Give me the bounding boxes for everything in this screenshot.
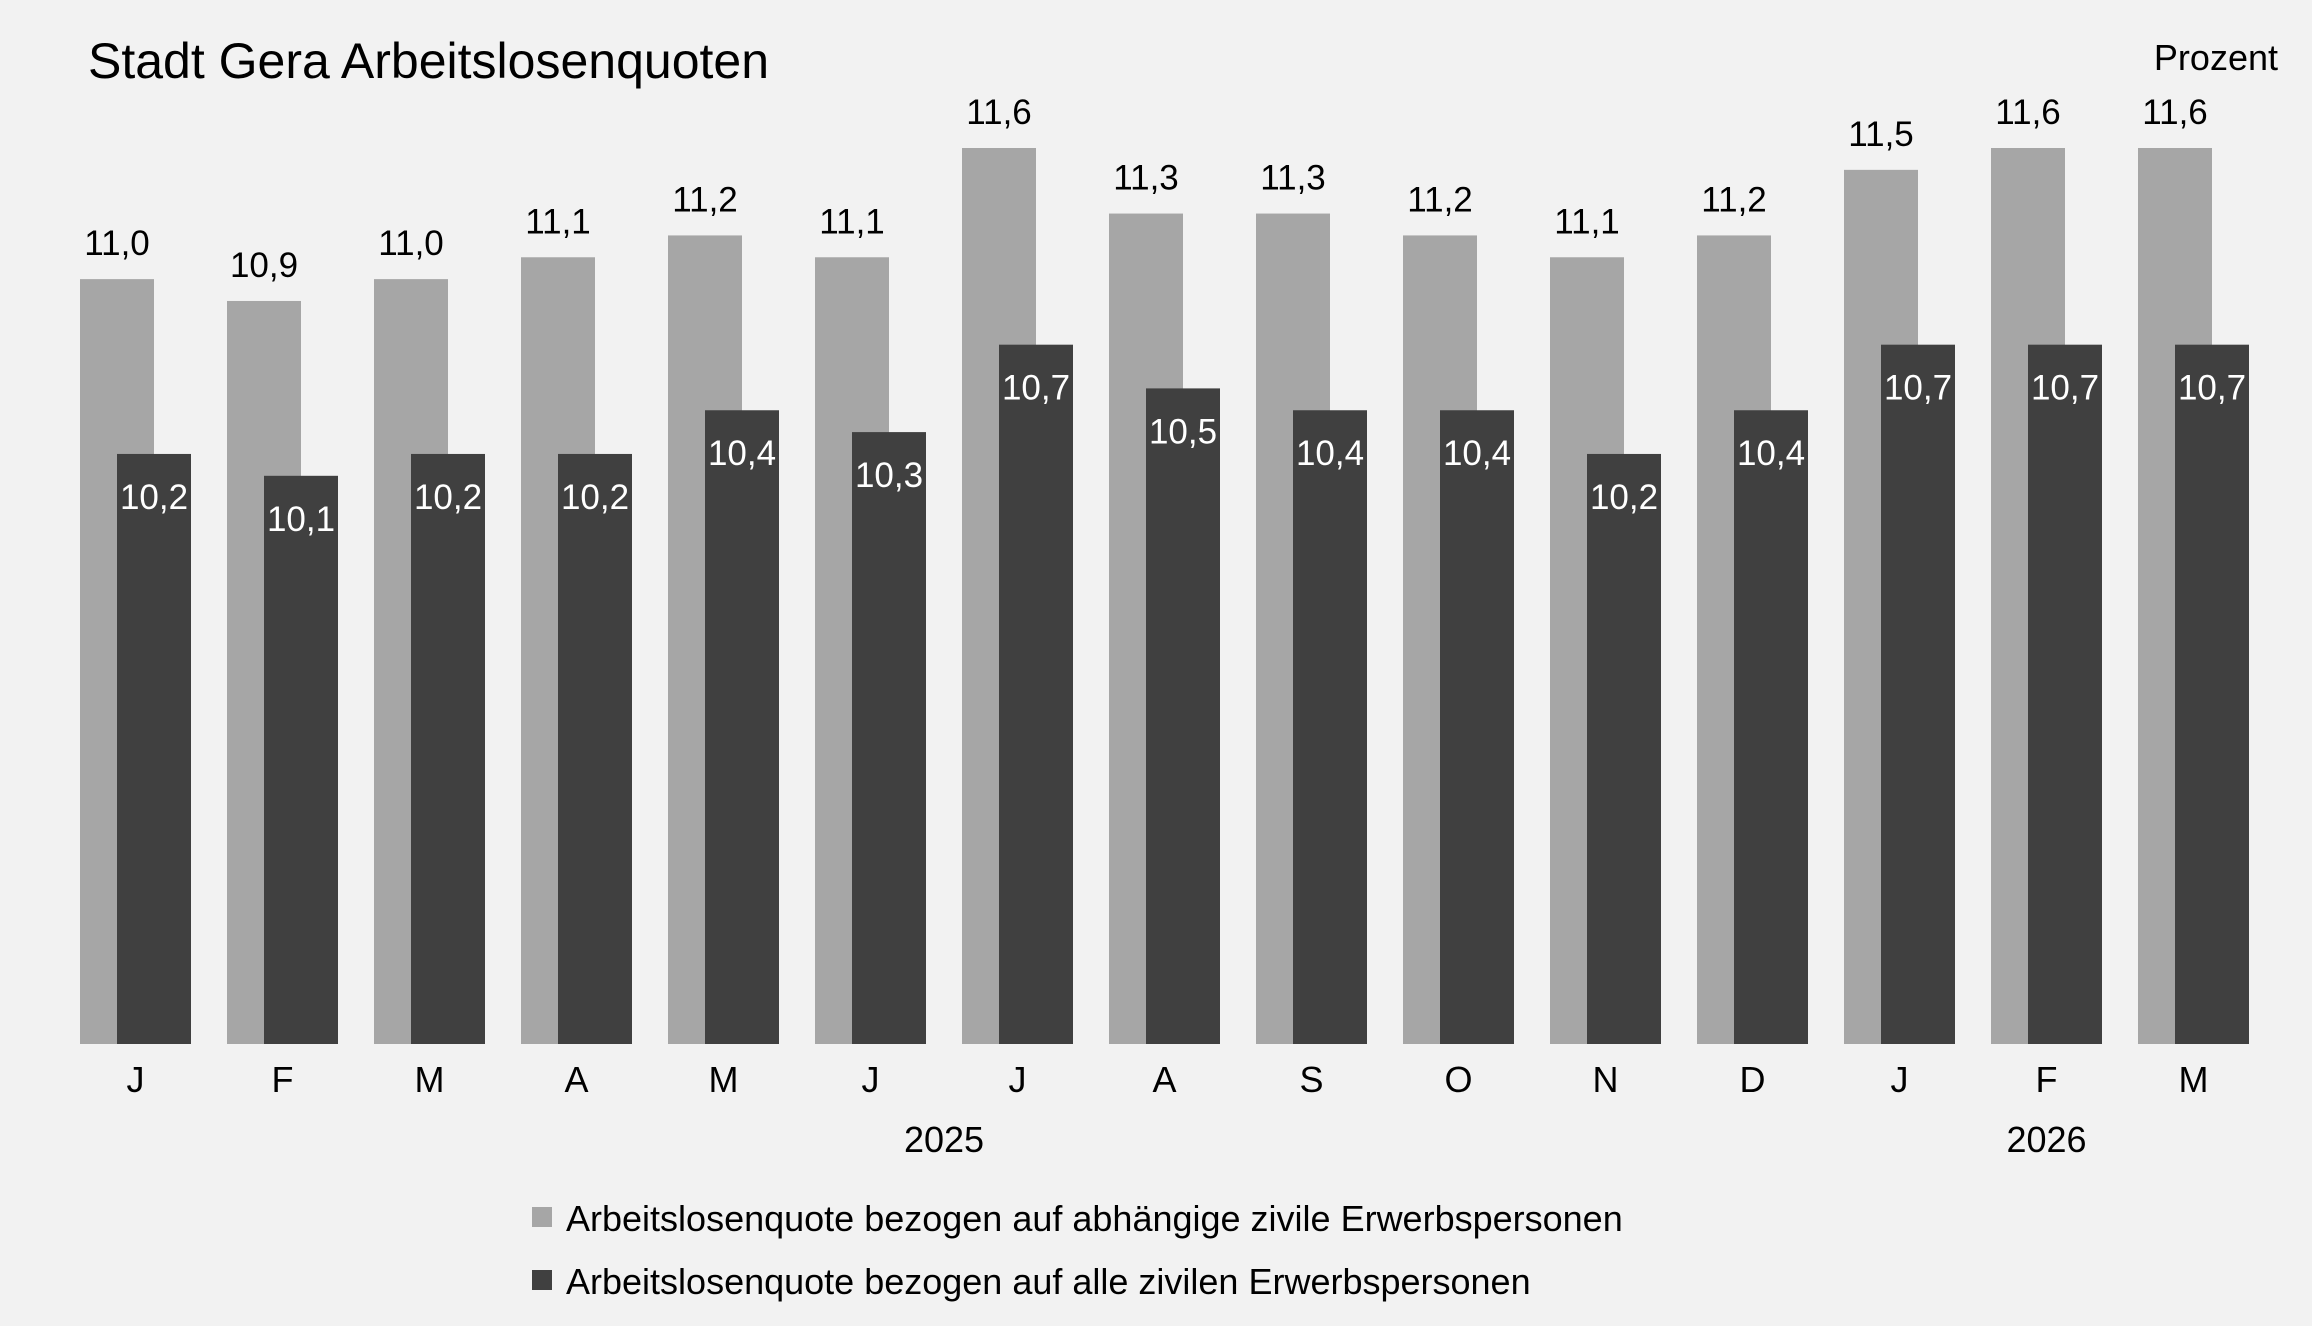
x-tick-label: S [1299,1059,1323,1100]
bar-alle-3 [558,453,632,1044]
x-tick-label: J [862,1059,880,1100]
legend: Arbeitslosenquote bezogen auf abhängige … [532,1198,1623,1302]
data-label-abhaengige: 10,9 [230,246,298,285]
year-label: 2026 [2006,1119,2086,1160]
unit-label: Prozent [2154,37,2278,78]
data-label-alle: 10,1 [267,500,335,539]
data-label-abhaengige: 11,2 [672,180,738,219]
data-label-alle: 10,4 [1296,434,1364,473]
data-label-abhaengige: 11,3 [1260,159,1326,198]
bar-alle-5 [852,432,926,1045]
legend-swatch [532,1207,552,1227]
data-label-abhaengige: 11,0 [84,224,150,263]
data-label-alle: 10,7 [1002,369,1070,408]
data-label-alle: 10,4 [708,434,776,473]
bar-alle-2 [411,453,485,1044]
data-label-alle: 10,4 [1737,434,1805,473]
data-label-abhaengige: 11,1 [1554,202,1620,241]
data-label-alle: 10,2 [1590,478,1658,517]
data-label-alle: 10,7 [2178,369,2246,408]
year-labels: 2025 2026 [904,1119,2087,1160]
x-tick-label: J [1891,1059,1909,1100]
data-label-alle: 10,2 [414,478,482,517]
bar-alle-9 [1440,410,1514,1044]
data-label-abhaengige: 11,6 [1995,93,2061,132]
x-tick-label: M [709,1059,739,1100]
data-label-abhaengige: 11,6 [2142,93,2208,132]
bar-alle-13 [2028,344,2102,1044]
data-label-alle: 10,4 [1443,434,1511,473]
bar-alle-10 [1587,453,1661,1044]
chart-title: Stadt Gera Arbeitslosenquoten [88,33,769,89]
x-tick-label: J [1009,1059,1027,1100]
bar-alle-6 [999,344,1073,1044]
legend-swatch [532,1270,552,1290]
x-tick-label: O [1444,1059,1472,1100]
bar-group [80,148,2249,1045]
bar-alle-7 [1146,388,1220,1044]
data-label-abhaengige: 11,1 [525,202,591,241]
legend-entry: Arbeitslosenquote bezogen auf alle zivil… [566,1261,1531,1302]
x-tick-label: F [2036,1059,2058,1100]
x-tick-label: D [1740,1059,1766,1100]
data-label-alle: 10,7 [1884,369,1952,408]
data-label-abhaengige: 11,1 [819,202,885,241]
bar-alle-14 [2175,344,2249,1044]
year-label: 2025 [904,1119,984,1160]
x-tick-label: M [2179,1059,2209,1100]
data-label-abhaengige: 11,3 [1113,159,1179,198]
bar-alle-4 [705,410,779,1044]
data-label-abhaengige: 11,6 [966,93,1032,132]
data-label-alle: 10,7 [2031,369,2099,408]
bar-alle-0 [117,453,191,1044]
data-label-alle: 10,5 [1149,412,1217,451]
x-tick-label: J [127,1059,145,1100]
data-label-abhaengige: 11,2 [1701,180,1767,219]
data-label-alle: 10,2 [120,478,188,517]
bar-alle-1 [264,475,338,1044]
x-tick-label: N [1593,1059,1619,1100]
bar-alle-12 [1881,344,1955,1044]
value-labels: 11,0 10,2 10,9 10,1 11,0 10,2 11,1 10,2 11,2 10,4… [84,93,2246,539]
legend-entry: Arbeitslosenquote bezogen auf abhängige … [566,1198,1623,1239]
x-tick-label: F [272,1059,294,1100]
data-label-abhaengige: 11,5 [1848,115,1914,154]
x-tick-label: A [1152,1059,1176,1100]
data-label-alle: 10,2 [561,478,629,517]
x-tick-label: A [564,1059,588,1100]
data-label-abhaengige: 11,0 [378,224,444,263]
data-label-abhaengige: 11,2 [1407,180,1473,219]
bar-alle-11 [1734,410,1808,1044]
data-label-alle: 10,3 [855,456,923,495]
bar-alle-8 [1293,410,1367,1044]
x-tick-label: M [415,1059,445,1100]
